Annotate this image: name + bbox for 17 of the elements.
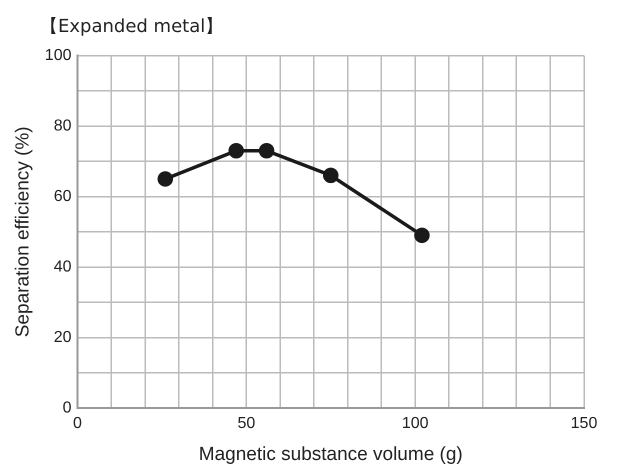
y-tick-label: 100 [44, 47, 72, 64]
y-tick-label: 20 [54, 328, 72, 346]
y-tick-label: 0 [62, 399, 72, 416]
point [323, 168, 338, 184]
point [258, 143, 274, 158]
x-axis-title: Magnetic substance volume (g) [198, 444, 463, 465]
y-tick-label: 60 [54, 188, 72, 205]
chart-title: 【Expanded metal】 [40, 15, 224, 38]
y-tick-label: 40 [54, 258, 72, 276]
y-axis-title: Separation efficiency (%) [12, 126, 34, 338]
y-tick-label: 80 [54, 117, 72, 134]
x-tick-label: 150 [570, 415, 598, 432]
point [414, 228, 430, 244]
point [228, 143, 244, 158]
x-tick-label: 100 [402, 415, 429, 432]
point [158, 171, 174, 187]
x-tick-label: 50 [237, 415, 256, 432]
